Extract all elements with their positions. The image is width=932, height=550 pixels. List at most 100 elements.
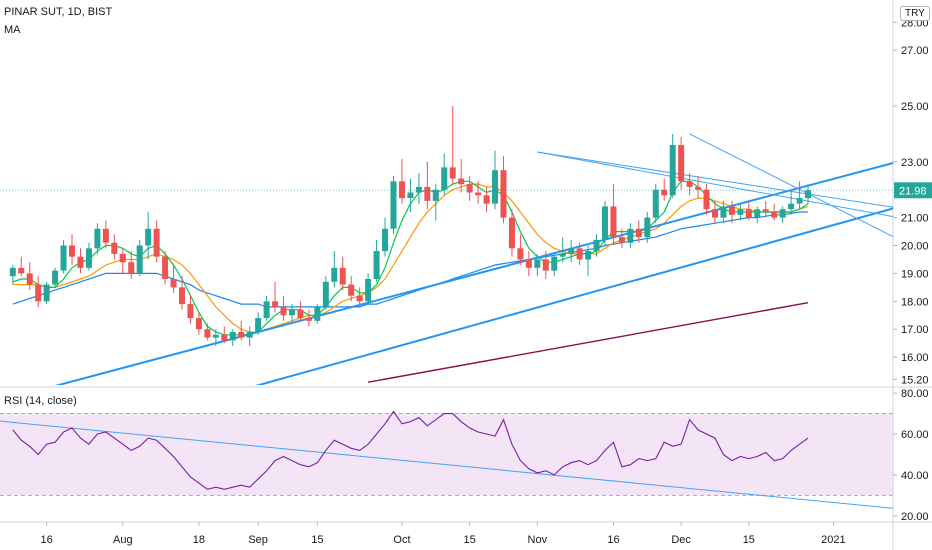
last-price-badge bbox=[894, 182, 932, 199]
candle-body bbox=[382, 228, 389, 252]
candle-body bbox=[525, 259, 532, 268]
candle-body bbox=[500, 170, 507, 218]
candle-body bbox=[26, 273, 33, 285]
currency-badge[interactable]: TRY bbox=[900, 6, 930, 21]
price-axis-label: 20.00 bbox=[901, 241, 929, 253]
candle-body bbox=[43, 284, 50, 302]
candle-body bbox=[483, 195, 490, 204]
candle-body bbox=[18, 267, 25, 274]
candle-body bbox=[458, 178, 465, 185]
candle-body bbox=[398, 181, 405, 199]
candle-body bbox=[204, 329, 211, 338]
candle-body bbox=[745, 209, 752, 218]
rsi-axis-label: 80.00 bbox=[901, 388, 929, 400]
candle-body bbox=[475, 192, 482, 196]
thin-trendline bbox=[537, 151, 893, 208]
candle-body bbox=[618, 237, 625, 243]
candle-body bbox=[102, 228, 109, 243]
candle-body bbox=[85, 248, 92, 268]
candle-body bbox=[119, 253, 126, 263]
candle-body bbox=[263, 301, 270, 319]
candle-body bbox=[678, 145, 685, 182]
price-axis-label: 25.00 bbox=[901, 101, 929, 113]
candle-body bbox=[407, 192, 414, 199]
candle-body bbox=[441, 167, 448, 190]
candle-body bbox=[492, 170, 499, 204]
price-axis-label: 19.00 bbox=[901, 268, 929, 280]
candle-body bbox=[322, 281, 329, 307]
candle-body bbox=[238, 331, 245, 338]
candle-body bbox=[796, 198, 803, 204]
rsi-indicator-label[interactable]: RSI (14, close) bbox=[4, 395, 77, 407]
candle-body bbox=[610, 206, 617, 238]
candle-body bbox=[415, 186, 422, 193]
candle-body bbox=[754, 209, 761, 218]
rsi-band bbox=[0, 413, 893, 496]
candle-body bbox=[711, 209, 718, 218]
candle-body bbox=[69, 245, 76, 257]
time-axis-label: 2021 bbox=[821, 534, 845, 546]
price-axis-label: 21.00 bbox=[901, 213, 929, 225]
candle-body bbox=[788, 203, 795, 210]
rsi-axis-label: 20.00 bbox=[901, 511, 929, 523]
candle-body bbox=[720, 206, 727, 218]
candle-body bbox=[246, 331, 253, 338]
candle-body bbox=[162, 256, 169, 279]
candle-body bbox=[559, 253, 566, 257]
time-axis-label: Nov bbox=[528, 534, 548, 546]
candle-body bbox=[339, 267, 346, 285]
candle-body bbox=[695, 186, 702, 190]
candle-body bbox=[60, 245, 67, 271]
price-pane bbox=[0, 106, 893, 385]
thin-trendline bbox=[689, 133, 893, 238]
price-axis-label: 16.00 bbox=[901, 352, 929, 364]
chart-title: PINAR SUT, 1D, BIST bbox=[4, 6, 113, 18]
time-axis-label: 15 bbox=[311, 534, 323, 546]
candle-body bbox=[661, 189, 668, 196]
ma-slow-line bbox=[12, 211, 808, 308]
candle-body bbox=[331, 267, 338, 282]
candle-body bbox=[534, 259, 541, 268]
candle-body bbox=[644, 217, 651, 238]
candle-body bbox=[390, 181, 397, 229]
candle-body bbox=[170, 278, 177, 288]
time-axis-label: 15 bbox=[743, 534, 755, 546]
candle-body bbox=[35, 284, 42, 302]
candle-body bbox=[348, 284, 355, 296]
price-axis-label: 27.00 bbox=[901, 45, 929, 57]
rsi-trendline bbox=[0, 420, 893, 509]
time-axis-label: Sep bbox=[248, 534, 268, 546]
candle-body bbox=[779, 209, 786, 218]
thin-trendline bbox=[537, 151, 893, 218]
price-axis-label: 23.00 bbox=[901, 157, 929, 169]
candle-body bbox=[52, 270, 59, 285]
ma-mid-line bbox=[12, 183, 809, 333]
candle-body bbox=[229, 331, 236, 341]
last-price-label: 21.98 bbox=[899, 185, 927, 197]
ma-indicator-label[interactable]: MA bbox=[4, 24, 21, 36]
candle-body bbox=[297, 309, 304, 319]
price-axis-label: 18.00 bbox=[901, 296, 929, 308]
candle-body bbox=[517, 248, 524, 260]
time-axis-label: Dec bbox=[671, 534, 691, 546]
candle-body bbox=[365, 278, 372, 302]
candle-body bbox=[305, 318, 312, 321]
ma-long-line bbox=[367, 302, 809, 383]
price-axis-label: 15.20 bbox=[901, 374, 929, 386]
candle-body bbox=[111, 242, 118, 254]
candle-body bbox=[314, 306, 321, 321]
time-axis-label: Oct bbox=[393, 534, 410, 546]
candle-body bbox=[187, 304, 194, 319]
time-axis-label: 15 bbox=[464, 534, 476, 546]
candle-body bbox=[542, 259, 549, 271]
candle-body bbox=[356, 295, 363, 302]
candle-body bbox=[585, 251, 592, 260]
candle-body bbox=[508, 217, 515, 249]
candle-body bbox=[128, 262, 135, 274]
rsi-axis-label: 60.00 bbox=[901, 429, 929, 441]
candle-body bbox=[466, 184, 473, 193]
candle-body bbox=[212, 334, 219, 338]
candle-body bbox=[280, 306, 287, 316]
candle-body bbox=[179, 287, 185, 305]
